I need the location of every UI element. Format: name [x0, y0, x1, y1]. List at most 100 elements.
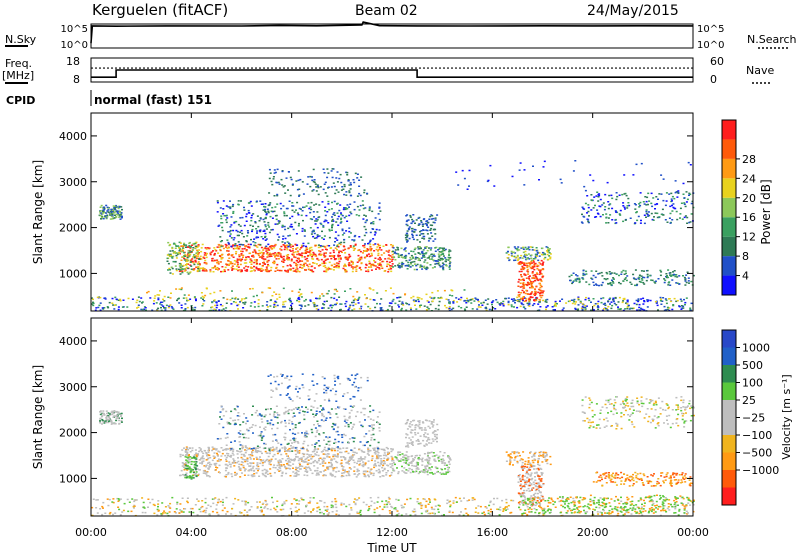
range-gate-cell — [143, 507, 146, 509]
range-gate-cell — [654, 282, 657, 284]
range-gate-cell — [234, 298, 237, 300]
range-gate-cell — [363, 458, 366, 460]
range-gate-cell — [316, 469, 319, 472]
range-gate-cell — [616, 510, 619, 512]
range-gate-cell — [215, 302, 218, 304]
range-gate-cell — [427, 307, 430, 310]
range-gate-cell — [581, 222, 584, 224]
range-gate-cell — [190, 268, 193, 270]
range-gate-cell — [597, 200, 600, 202]
range-gate-cell — [588, 299, 591, 302]
range-gate-cell — [370, 472, 373, 474]
range-gate-cell — [626, 307, 629, 310]
range-gate-cell — [602, 508, 605, 511]
range-gate-cell — [609, 297, 612, 299]
range-gate-cell — [513, 306, 515, 308]
colorbar-swatch — [722, 236, 736, 257]
range-gate-cell — [361, 239, 364, 241]
range-gate-cell — [184, 269, 187, 271]
range-gate-cell — [237, 457, 239, 459]
range-gate-cell — [581, 303, 584, 305]
range-gate-cell — [99, 206, 102, 208]
range-gate-cell — [383, 468, 386, 471]
range-gate-cell — [350, 264, 353, 266]
range-gate-cell — [201, 461, 204, 464]
range-gate-cell — [676, 218, 679, 221]
range-gate-cell — [243, 303, 246, 305]
range-gate-cell — [620, 500, 623, 502]
range-gate-cell — [561, 309, 564, 311]
range-gate-cell — [348, 470, 350, 473]
range-gate-cell — [692, 504, 695, 506]
range-gate-cell — [605, 213, 608, 215]
range-gate-cell — [307, 202, 310, 204]
range-gate-cell — [643, 283, 646, 285]
range-gate-cell — [631, 503, 633, 505]
range-gate-cell — [622, 309, 625, 312]
range-gate-cell — [218, 246, 221, 249]
range-gate-cell — [643, 203, 646, 205]
range-gate-cell — [217, 450, 220, 452]
range-gate-cell — [260, 203, 263, 205]
range-gate-cell — [321, 262, 324, 265]
range-gate-cell — [448, 302, 451, 304]
range-gate-cell — [389, 466, 392, 468]
range-gate-cell — [278, 222, 281, 224]
range-gate-cell — [409, 266, 412, 268]
range-gate-cell — [344, 248, 347, 251]
range-gate-cell — [348, 184, 351, 186]
range-gate-cell — [323, 252, 326, 254]
range-gate-cell — [389, 265, 392, 267]
range-gate-cell — [332, 213, 335, 216]
range-gate-cell — [231, 269, 234, 271]
range-gate-cell — [538, 273, 541, 276]
range-gate-cell — [513, 246, 516, 248]
range-gate-cell — [368, 471, 371, 473]
range-gate-cell — [314, 220, 317, 222]
range-gate-cell — [244, 259, 247, 261]
range-gate-cell — [420, 230, 423, 232]
range-gate-cell — [205, 263, 208, 265]
range-gate-cell — [267, 263, 269, 266]
range-gate-cell — [526, 302, 529, 305]
range-gate-cell — [227, 206, 230, 208]
range-gate-cell — [673, 270, 676, 272]
range-gate-cell — [400, 256, 403, 258]
range-gate-cell — [170, 254, 172, 257]
range-gate-cell — [466, 188, 469, 190]
range-gate-cell — [326, 513, 329, 516]
range-gate-cell — [264, 450, 267, 453]
range-gate-cell — [157, 298, 160, 301]
range-gate-cell — [654, 212, 657, 214]
range-gate-cell — [594, 216, 596, 218]
range-gate-cell — [519, 279, 522, 281]
range-gate-cell — [340, 241, 343, 244]
range-gate-cell — [182, 250, 184, 252]
range-gate-cell — [647, 192, 650, 195]
range-gate-cell — [381, 260, 384, 263]
range-gate-cell — [363, 191, 366, 194]
range-gate-cell — [280, 207, 283, 210]
range-gate-cell — [632, 174, 635, 176]
range-gate-cell — [205, 507, 208, 509]
range-gate-cell — [276, 181, 279, 184]
range-gate-cell — [121, 306, 124, 308]
range-gate-cell — [666, 275, 668, 277]
range-gate-cell — [318, 297, 321, 300]
range-gate-cell — [442, 255, 445, 257]
range-gate-cell — [345, 505, 348, 508]
range-gate-cell — [225, 474, 228, 476]
range-gate-cell — [269, 245, 271, 248]
range-gate-cell — [348, 467, 351, 469]
range-gate-cell — [225, 221, 228, 224]
range-gate-cell — [449, 256, 452, 259]
range-gate-cell — [110, 419, 113, 421]
range-gate-cell — [377, 250, 379, 252]
range-gate-cell — [264, 208, 266, 211]
range-gate-cell — [349, 203, 352, 205]
range-gate-cell — [141, 302, 143, 304]
range-gate-cell — [280, 178, 283, 181]
range-gate-cell — [559, 178, 562, 181]
range-gate-cell — [527, 257, 530, 259]
range-gate-cell — [598, 284, 600, 287]
